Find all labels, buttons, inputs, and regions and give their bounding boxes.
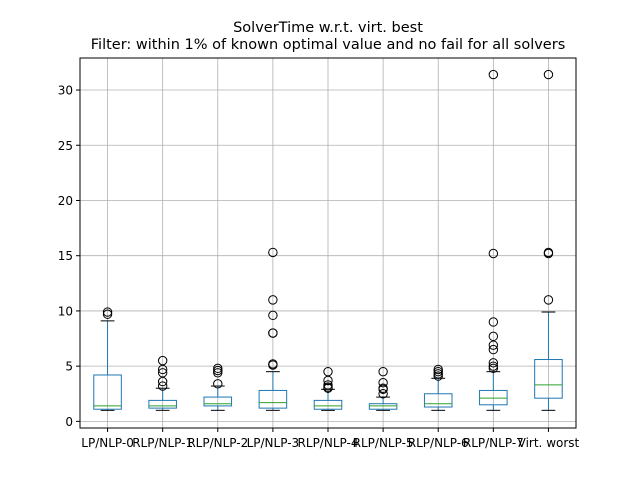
chart-title: SolverTime w.r.t. virt. best — [233, 20, 423, 36]
box-iqr — [93, 374, 122, 410]
outlier-point — [488, 248, 499, 259]
box-iqr — [479, 389, 508, 406]
y-tick-label: 25 — [58, 139, 73, 153]
outlier-point — [157, 355, 168, 366]
y-tick-label: 15 — [58, 249, 73, 263]
x-tick-label: Virt. worst — [518, 436, 580, 450]
y-tick-label: 10 — [58, 304, 73, 318]
outlier-point — [213, 368, 223, 378]
box-iqr — [313, 399, 343, 410]
box-iqr — [258, 389, 288, 409]
outlier-point — [543, 295, 554, 305]
x-tick-label: LP/NLP-3 — [247, 436, 300, 450]
box-group — [479, 69, 508, 411]
axes: 0 5 10 15 20 25 30 LP/NLP-0RLP/NLP-1RLP/NLP-2LP… — [58, 57, 580, 450]
box-iqr — [423, 393, 453, 408]
box-iqr — [368, 403, 398, 410]
box-group — [258, 247, 288, 411]
outlier-point — [102, 307, 113, 317]
x-tick-label: RLP/NLP-1 — [132, 436, 193, 450]
box-group — [423, 364, 453, 411]
outlier-point — [268, 295, 278, 305]
outlier-point — [268, 310, 278, 321]
box-group — [93, 307, 122, 411]
outlier-point — [378, 389, 388, 399]
outlier-point — [433, 371, 443, 381]
y-tick-label: 20 — [58, 194, 73, 208]
outlier-point — [543, 247, 554, 258]
outlier-point — [268, 247, 278, 258]
outlier-point — [157, 381, 168, 391]
x-tick-label: RLP/NLP-2 — [187, 436, 248, 450]
outlier-point — [378, 378, 388, 388]
box-iqr — [148, 399, 177, 409]
x-tick-label: LP/NLP-0 — [81, 436, 134, 450]
outlier-point — [102, 309, 113, 319]
outlier-point — [268, 328, 278, 338]
outlier-point — [433, 364, 443, 375]
outlier-point — [488, 361, 499, 371]
grid — [80, 58, 576, 428]
box-group — [203, 363, 233, 411]
box-iqr — [534, 359, 563, 399]
x-tick-label: RLP/NLP-4 — [298, 436, 359, 450]
outlier-point — [268, 359, 278, 369]
x-tick-label: RLP/NLP-6 — [408, 436, 469, 450]
y-tick-label: 0 — [65, 415, 73, 429]
outlier-point — [488, 69, 499, 80]
outlier-point — [433, 369, 443, 379]
outlier-point — [323, 366, 333, 377]
outlier-point — [488, 317, 499, 327]
outlier-point — [213, 365, 223, 376]
x-tick-label: RLP/NLP-7 — [463, 436, 524, 450]
y-tick-label: 5 — [65, 360, 73, 374]
y-tick-label: 30 — [58, 84, 73, 98]
chart-subtitle: Filter: within 1% of known optimal value… — [91, 37, 566, 53]
outlier-point — [378, 366, 388, 377]
outlier-point — [378, 383, 388, 393]
outlier-point — [213, 363, 223, 374]
box-group — [534, 69, 563, 411]
outlier-point — [488, 358, 499, 368]
outlier-point — [488, 344, 499, 355]
outlier-point — [543, 69, 554, 80]
outlier-point — [213, 379, 223, 389]
outlier-point — [323, 382, 333, 392]
outlier-point — [323, 380, 333, 390]
box-group — [148, 355, 177, 411]
outlier-point — [157, 368, 168, 378]
outlier-point — [488, 363, 499, 374]
box-group — [313, 366, 343, 411]
boxes — [93, 69, 563, 411]
outlier-point — [488, 331, 499, 342]
box-iqr — [203, 396, 233, 407]
x-tick-label: RLP/NLP-5 — [353, 436, 414, 450]
outlier-point — [433, 366, 443, 377]
box-group — [368, 366, 398, 411]
